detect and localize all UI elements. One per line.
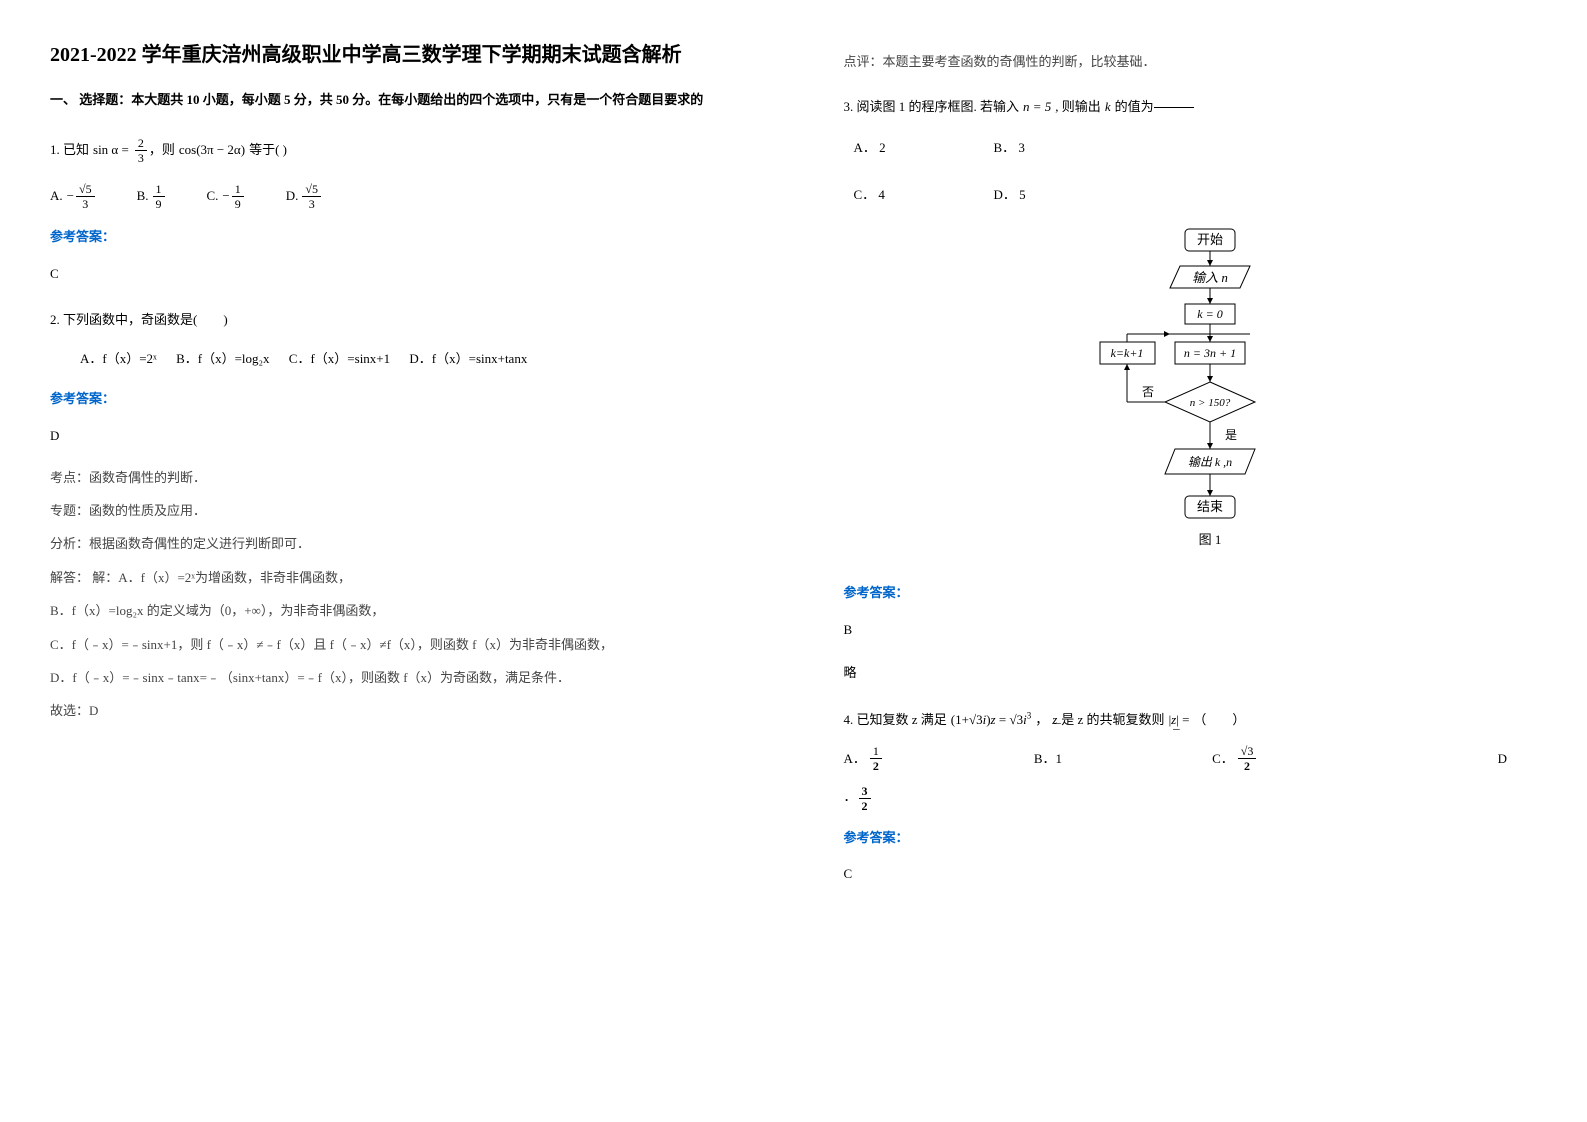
page-title: 2021-2022 学年重庆涪州高级职业中学高三数学理下学期期末试题含解析	[50, 40, 744, 70]
q2-b: B．f（x）=log₂x 的定义域为（0，+∞），为非奇非偶函数，	[50, 599, 744, 622]
q1-opt-c-label: C.	[207, 182, 219, 211]
q3-post: 的值为	[1115, 93, 1154, 122]
q1-opt-a[interactable]: A. −√53	[50, 182, 97, 211]
q4-answer-label: 参考答案：	[844, 824, 1538, 853]
q3-opt-c-val: 4	[878, 187, 885, 202]
q3-opt-b-label: B．	[994, 140, 1016, 155]
q4-opt-d[interactable]: D	[1498, 745, 1507, 774]
q3-opt-d[interactable]: D． 5	[994, 181, 1134, 210]
q3-pre: 3. 阅读图 1 的程序框图. 若输入	[844, 93, 1020, 122]
fc-init: k = 0	[1198, 307, 1223, 321]
section-intro: 一、 选择题：本大题共 10 小题，每小题 5 分，共 50 分。在每小题给出的…	[50, 90, 744, 111]
q2-c: C．f（﹣x）=﹣sinx+1，则 f（﹣x）≠﹣f（x）且 f（﹣x）≠f（x…	[50, 633, 744, 656]
q2-opt-d[interactable]: D．f（x）=sinx+tanx	[409, 351, 527, 366]
fc-input: 输入 n	[1192, 270, 1228, 285]
q3-opt-d-label: D．	[994, 187, 1016, 202]
q4-opt-c-label: C．	[1212, 745, 1234, 774]
q3-opt-a[interactable]: A． 2	[854, 134, 994, 163]
q2-zhuanti: 专题：函数的性质及应用．	[50, 499, 744, 522]
q2-opt-a[interactable]: A．f（x）=2ˣ	[80, 351, 157, 366]
q3-answer-label: 参考答案：	[844, 579, 1538, 608]
fc-inc: k=k+1	[1111, 346, 1144, 360]
q2-d: D．f（﹣x）=﹣sinx﹣tanx=﹣（sinx+tanx）=﹣f（x），则函…	[50, 666, 744, 689]
fc-no: 否	[1142, 385, 1154, 399]
q4-prefix: 4. 已知复数 z 满足	[844, 706, 947, 735]
question-2: 2. 下列函数中，奇函数是( ) A．f（x）=2ˣ B．f（x）=log₂x …	[50, 306, 744, 723]
q1-answer: C	[50, 260, 744, 289]
q1-opt-b[interactable]: B. 19	[137, 182, 167, 211]
q1-answer-label: 参考答案：	[50, 223, 744, 252]
fc-start: 开始	[1197, 232, 1223, 247]
q4-abs: |_z| =	[1169, 706, 1190, 735]
q1-formula-sin: sin α =	[93, 136, 129, 165]
q4-suffix: （ ）	[1193, 706, 1245, 735]
q4-opt-a-label: A．	[844, 745, 866, 774]
fc-caption: 图 1	[1199, 532, 1222, 547]
q1-opt-d[interactable]: D. √53	[286, 182, 323, 211]
fc-end: 结束	[1197, 499, 1223, 514]
q1-mid: ，则	[149, 136, 175, 165]
fc-cond: n > 150?	[1190, 397, 1231, 409]
q1-opt-b-label: B.	[137, 182, 149, 211]
q4-answer: C	[844, 860, 1538, 889]
fc-output: 输出 k ,n	[1188, 455, 1232, 469]
q3-neq: n = 5	[1023, 93, 1051, 122]
q2-answer: D	[50, 422, 744, 451]
q1-opt-d-label: D.	[286, 182, 299, 211]
q4-expr1: (1+√3i)z = √3i3	[951, 706, 1031, 735]
q2-opt-c[interactable]: C．f（x）=sinx+1	[289, 351, 390, 366]
q1-suffix: 等于( )	[249, 136, 287, 165]
q3-opt-a-label: A．	[854, 140, 876, 155]
q4-mid2: 是 z 的共轭复数则	[1061, 706, 1164, 735]
q2-answer-label: 参考答案：	[50, 385, 744, 414]
q3-opt-a-val: 2	[879, 140, 886, 155]
q3-opt-c[interactable]: C． 4	[854, 181, 994, 210]
q2-dianping: 点评：本题主要考查函数的奇偶性的判断，比较基础．	[844, 50, 1538, 73]
q1-cos-expr: cos(3π − 2α)	[179, 136, 245, 165]
blank-underline	[1154, 107, 1194, 108]
q3-brief: 略	[844, 659, 1538, 688]
question-3: 3. 阅读图 1 的程序框图. 若输入 n = 5 , 则输出 k 的值为 A．…	[844, 93, 1538, 688]
question-4: 4. 已知复数 z 满足 (1+√3i)z = √3i3 ， _z 是 z 的共…	[844, 706, 1538, 889]
q2-fenxi: 分析：根据函数奇偶性的定义进行判断即可．	[50, 532, 744, 555]
q2-gu: 故选：D	[50, 699, 744, 722]
q2-kaodian: 考点：函数奇偶性的判断．	[50, 466, 744, 489]
q3-opt-d-val: 5	[1019, 187, 1026, 202]
q4-opt-a[interactable]: A． 12	[844, 745, 884, 774]
q1-opt-c[interactable]: C. −19	[207, 182, 246, 211]
q4-extra-frac: ．32	[844, 789, 873, 804]
q3-answer: B	[844, 616, 1538, 645]
q4-opt-c[interactable]: C． √32	[1212, 745, 1258, 774]
q3-opt-b[interactable]: B． 3	[994, 134, 1134, 163]
q2-text: 2. 下列函数中，奇函数是( )	[50, 306, 744, 335]
fc-yes: 是	[1225, 428, 1237, 442]
question-1: 1. 已知 sin α = 23 ，则 cos(3π − 2α) 等于( ) A…	[50, 136, 744, 288]
q3-opt-c-label: C．	[854, 187, 876, 202]
q2-opt-b[interactable]: B．f（x）=log₂x	[176, 351, 269, 366]
q3-k: k	[1105, 93, 1111, 122]
q4-mid1: ，	[1035, 706, 1048, 735]
fc-step: n = 3n + 1	[1184, 346, 1236, 360]
q1-opt-a-label: A.	[50, 182, 63, 211]
q3-opt-b-val: 3	[1018, 140, 1025, 155]
q1-prefix: 1. 已知	[50, 136, 89, 165]
flowchart: 开始 输入 n k = 0 n = 3n + 1 k=k+1	[844, 224, 1538, 564]
q4-zbar: _z	[1052, 706, 1057, 735]
q1-frac-23: 23	[135, 137, 147, 164]
q4-opt-b[interactable]: B．1	[1034, 745, 1062, 774]
q3-mid: , 则输出	[1055, 93, 1101, 122]
q2-jie: 解答： 解：A．f（x）=2ˣ为增函数，非奇非偶函数，	[50, 566, 744, 589]
